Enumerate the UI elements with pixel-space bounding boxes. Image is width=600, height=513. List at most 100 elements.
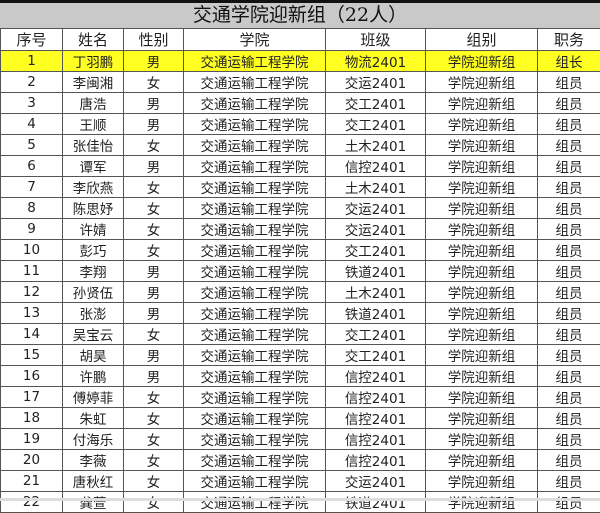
- cell-group[interactable]: 学院迎新组: [426, 387, 538, 408]
- cell-gender[interactable]: 男: [124, 303, 184, 324]
- column-header-class[interactable]: 班级: [326, 29, 426, 51]
- cell-class[interactable]: 土木2401: [326, 282, 426, 303]
- cell-class[interactable]: 土木2401: [326, 177, 426, 198]
- cell-role[interactable]: 组员: [538, 219, 600, 240]
- cell-name[interactable]: 李闽湘: [63, 72, 124, 93]
- cell-gender[interactable]: 女: [124, 72, 184, 93]
- cell-gender[interactable]: 女: [124, 240, 184, 261]
- cell-role[interactable]: 组员: [538, 303, 600, 324]
- cell-index[interactable]: 10: [1, 240, 63, 261]
- cell-group[interactable]: 学院迎新组: [426, 114, 538, 135]
- cell-group[interactable]: 学院迎新组: [426, 219, 538, 240]
- cell-name[interactable]: 李欣燕: [63, 177, 124, 198]
- cell-college[interactable]: 交通运输工程学院: [184, 366, 326, 387]
- column-header-index[interactable]: 序号: [1, 29, 63, 51]
- cell-role[interactable]: 组员: [538, 135, 600, 156]
- cell-group[interactable]: 学院迎新组: [426, 366, 538, 387]
- cell-group[interactable]: 学院迎新组: [426, 324, 538, 345]
- cell-class[interactable]: 交工2401: [326, 324, 426, 345]
- cell-college[interactable]: 交通运输工程学院: [184, 408, 326, 429]
- cell-name[interactable]: 龚萱: [63, 492, 124, 513]
- cell-name[interactable]: 李翔: [63, 261, 124, 282]
- cell-gender[interactable]: 男: [124, 93, 184, 114]
- cell-gender[interactable]: 女: [124, 198, 184, 219]
- cell-index[interactable]: 15: [1, 345, 63, 366]
- cell-index[interactable]: 6: [1, 156, 63, 177]
- cell-role[interactable]: 组员: [538, 450, 600, 471]
- cell-gender[interactable]: 男: [124, 156, 184, 177]
- cell-index[interactable]: 5: [1, 135, 63, 156]
- cell-role[interactable]: 组员: [538, 72, 600, 93]
- cell-group[interactable]: 学院迎新组: [426, 492, 538, 513]
- cell-college[interactable]: 交通运输工程学院: [184, 387, 326, 408]
- cell-name[interactable]: 王顺: [63, 114, 124, 135]
- cell-gender[interactable]: 女: [124, 471, 184, 492]
- cell-name[interactable]: 傅婷菲: [63, 387, 124, 408]
- cell-gender[interactable]: 男: [124, 51, 184, 72]
- cell-college[interactable]: 交通运输工程学院: [184, 177, 326, 198]
- cell-gender[interactable]: 女: [124, 450, 184, 471]
- cell-group[interactable]: 学院迎新组: [426, 450, 538, 471]
- cell-name[interactable]: 丁羽鹏: [63, 51, 124, 72]
- cell-group[interactable]: 学院迎新组: [426, 471, 538, 492]
- cell-gender[interactable]: 男: [124, 114, 184, 135]
- cell-name[interactable]: 唐秋红: [63, 471, 124, 492]
- cell-class[interactable]: 信控2401: [326, 429, 426, 450]
- cell-class[interactable]: 信控2401: [326, 408, 426, 429]
- cell-college[interactable]: 交通运输工程学院: [184, 51, 326, 72]
- cell-index[interactable]: 19: [1, 429, 63, 450]
- cell-index[interactable]: 2: [1, 72, 63, 93]
- cell-group[interactable]: 学院迎新组: [426, 51, 538, 72]
- cell-group[interactable]: 学院迎新组: [426, 429, 538, 450]
- cell-class[interactable]: 交工2401: [326, 240, 426, 261]
- column-header-role[interactable]: 职务: [538, 29, 600, 51]
- cell-college[interactable]: 交通运输工程学院: [184, 429, 326, 450]
- cell-index[interactable]: 13: [1, 303, 63, 324]
- cell-role[interactable]: 组员: [538, 471, 600, 492]
- cell-name[interactable]: 许鹏: [63, 366, 124, 387]
- cell-group[interactable]: 学院迎新组: [426, 261, 538, 282]
- cell-name[interactable]: 彭巧: [63, 240, 124, 261]
- cell-class[interactable]: 交工2401: [326, 114, 426, 135]
- cell-gender[interactable]: 女: [124, 429, 184, 450]
- cell-name[interactable]: 陈思妤: [63, 198, 124, 219]
- cell-class[interactable]: 交运2401: [326, 471, 426, 492]
- cell-name[interactable]: 谭军: [63, 156, 124, 177]
- column-header-name[interactable]: 姓名: [63, 29, 124, 51]
- cell-group[interactable]: 学院迎新组: [426, 303, 538, 324]
- cell-college[interactable]: 交通运输工程学院: [184, 219, 326, 240]
- cell-index[interactable]: 11: [1, 261, 63, 282]
- cell-gender[interactable]: 女: [124, 408, 184, 429]
- cell-college[interactable]: 交通运输工程学院: [184, 303, 326, 324]
- cell-index[interactable]: 7: [1, 177, 63, 198]
- cell-gender[interactable]: 女: [124, 219, 184, 240]
- cell-group[interactable]: 学院迎新组: [426, 198, 538, 219]
- cell-index[interactable]: 18: [1, 408, 63, 429]
- cell-role[interactable]: 组员: [538, 492, 600, 513]
- cell-class[interactable]: 交运2401: [326, 72, 426, 93]
- cell-class[interactable]: 交运2401: [326, 198, 426, 219]
- cell-index[interactable]: 8: [1, 198, 63, 219]
- cell-index[interactable]: 16: [1, 366, 63, 387]
- cell-group[interactable]: 学院迎新组: [426, 72, 538, 93]
- cell-college[interactable]: 交通运输工程学院: [184, 198, 326, 219]
- cell-name[interactable]: 胡昊: [63, 345, 124, 366]
- cell-class[interactable]: 信控2401: [326, 450, 426, 471]
- cell-class[interactable]: 铁道2401: [326, 261, 426, 282]
- cell-role[interactable]: 组长: [538, 51, 600, 72]
- cell-gender[interactable]: 女: [124, 492, 184, 513]
- cell-name[interactable]: 付海乐: [63, 429, 124, 450]
- cell-class[interactable]: 物流2401: [326, 51, 426, 72]
- cell-index[interactable]: 22: [1, 492, 63, 513]
- cell-role[interactable]: 组员: [538, 429, 600, 450]
- cell-index[interactable]: 3: [1, 93, 63, 114]
- cell-college[interactable]: 交通运输工程学院: [184, 156, 326, 177]
- cell-group[interactable]: 学院迎新组: [426, 135, 538, 156]
- column-header-gender[interactable]: 性别: [124, 29, 184, 51]
- cell-index[interactable]: 9: [1, 219, 63, 240]
- cell-gender[interactable]: 男: [124, 261, 184, 282]
- cell-class[interactable]: 信控2401: [326, 156, 426, 177]
- cell-group[interactable]: 学院迎新组: [426, 282, 538, 303]
- cell-index[interactable]: 4: [1, 114, 63, 135]
- cell-college[interactable]: 交通运输工程学院: [184, 450, 326, 471]
